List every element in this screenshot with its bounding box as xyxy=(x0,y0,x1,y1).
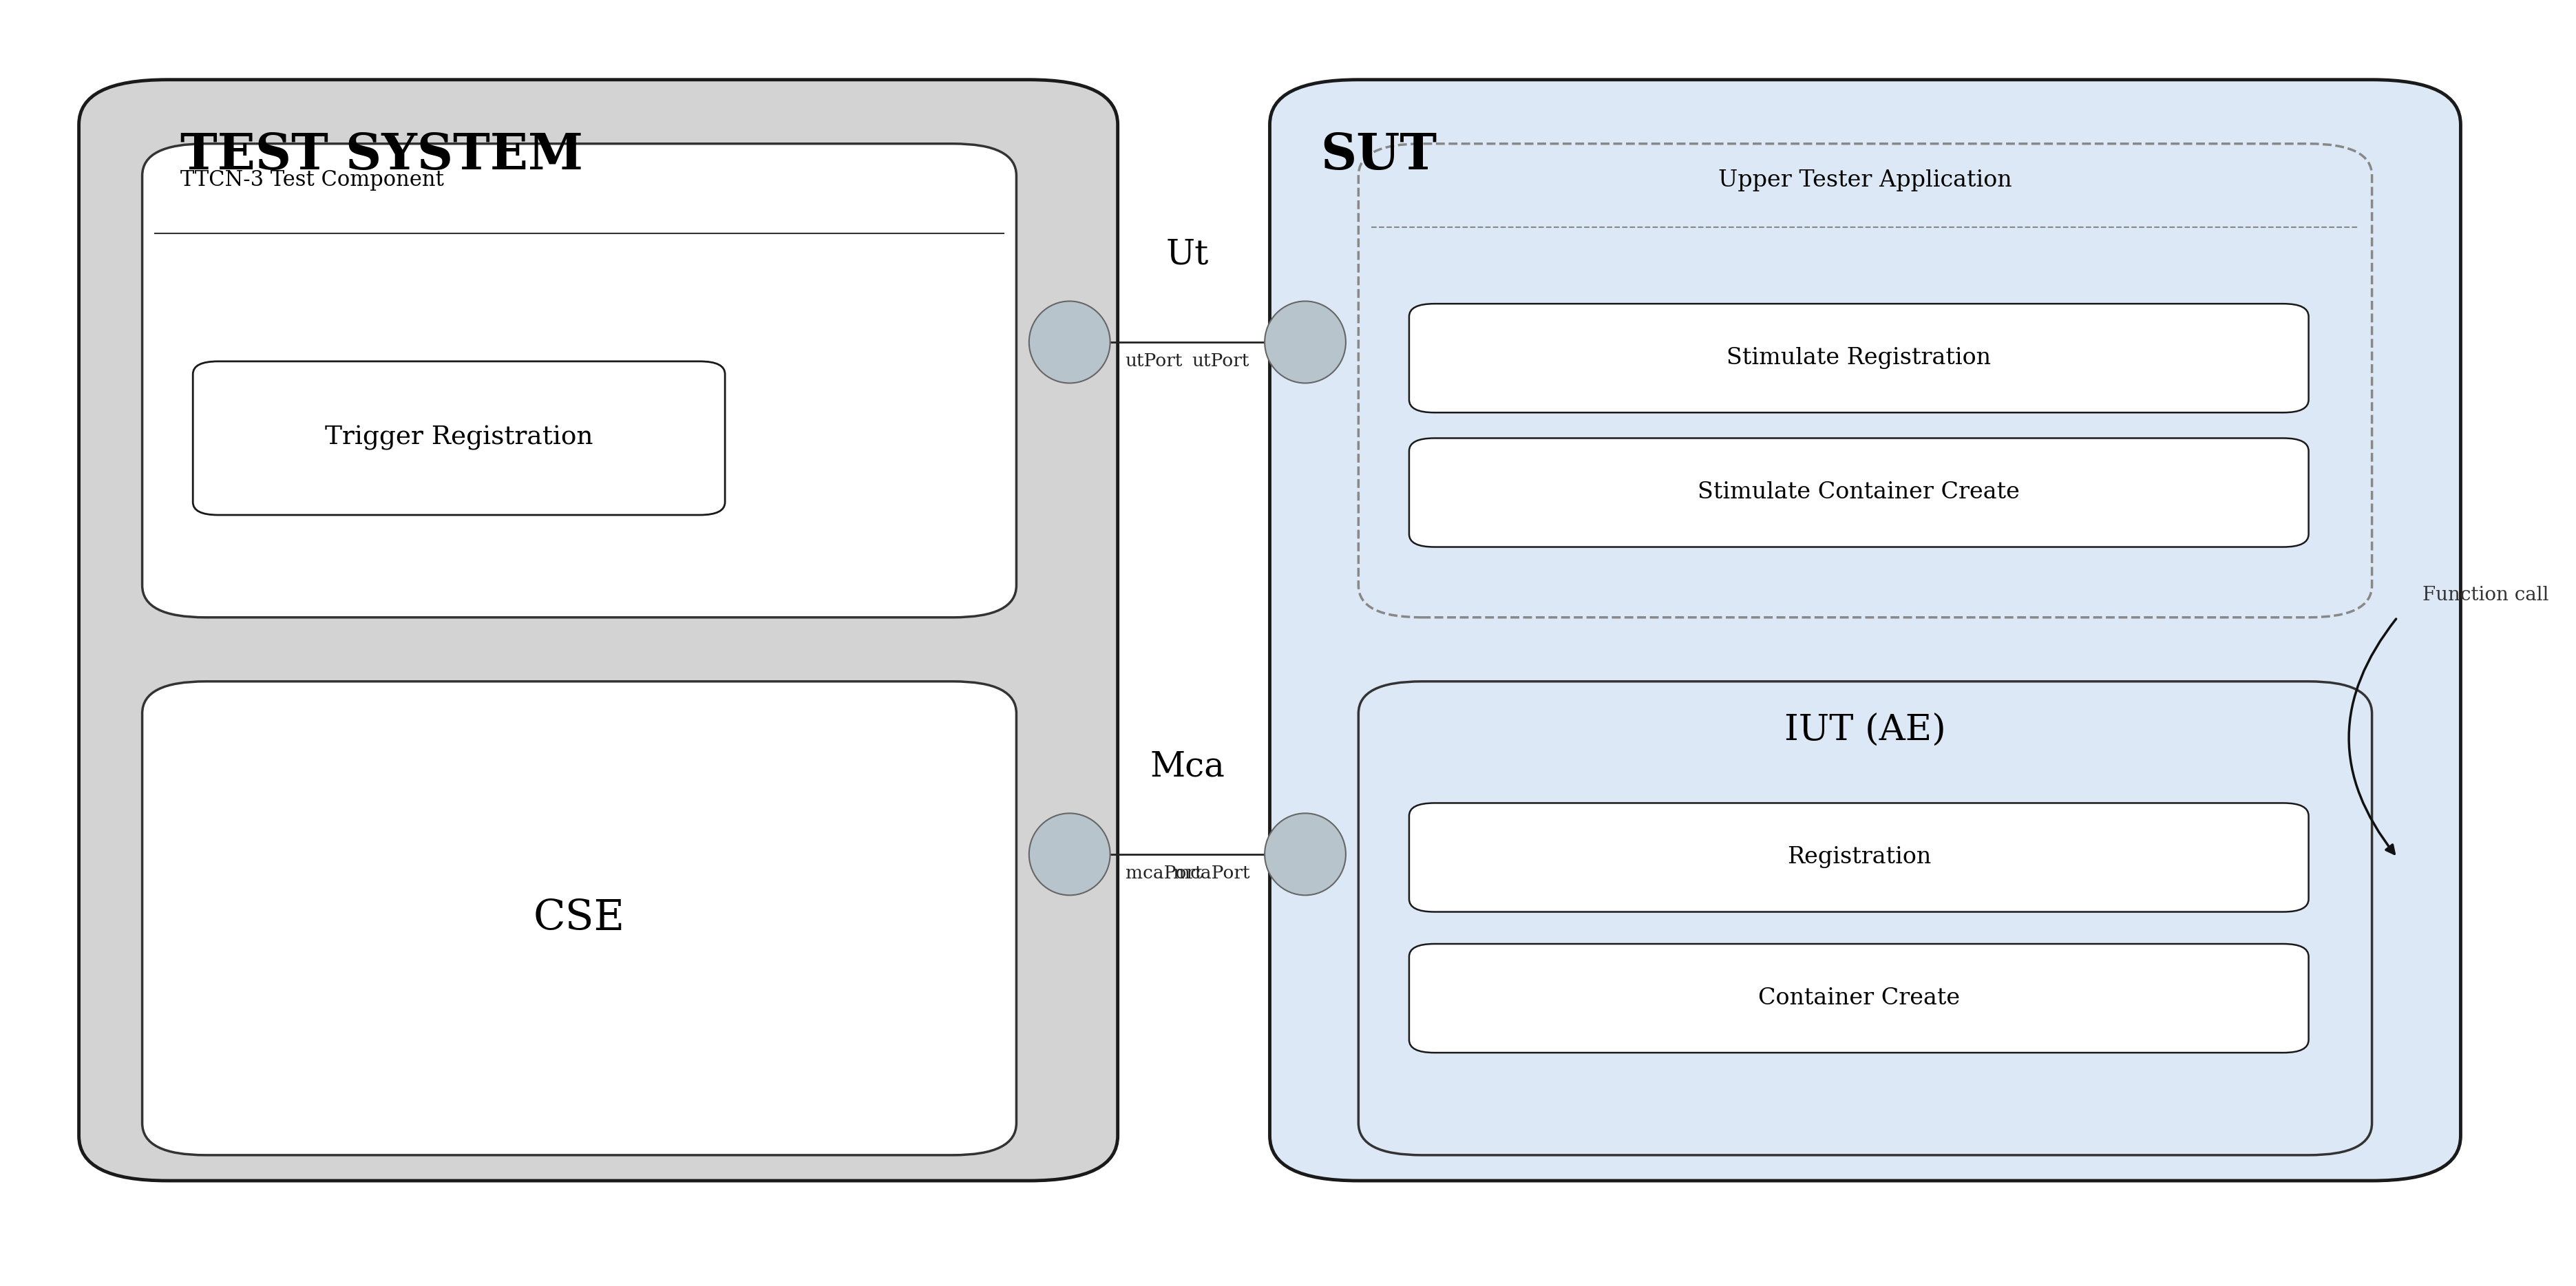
Ellipse shape xyxy=(1265,301,1345,383)
FancyBboxPatch shape xyxy=(1270,80,2460,1181)
FancyBboxPatch shape xyxy=(1409,303,2308,413)
Text: mcaPort: mcaPort xyxy=(1126,864,1203,882)
Text: CSE: CSE xyxy=(533,898,626,939)
Text: TTCN-3 Test Component: TTCN-3 Test Component xyxy=(180,170,443,190)
FancyBboxPatch shape xyxy=(193,361,724,514)
FancyBboxPatch shape xyxy=(1409,439,2308,547)
Text: Stimulate Registration: Stimulate Registration xyxy=(1726,347,1991,369)
Text: Upper Tester Application: Upper Tester Application xyxy=(1718,170,2012,192)
Text: Mca: Mca xyxy=(1149,750,1224,784)
Text: Function call: Function call xyxy=(2421,586,2548,604)
Ellipse shape xyxy=(1028,813,1110,895)
Text: Registration: Registration xyxy=(1788,846,1932,868)
Text: Trigger Registration: Trigger Registration xyxy=(325,426,592,450)
Text: TEST SYSTEM: TEST SYSTEM xyxy=(180,131,582,180)
FancyBboxPatch shape xyxy=(142,682,1018,1155)
FancyBboxPatch shape xyxy=(1358,682,2372,1155)
Text: utPort: utPort xyxy=(1126,352,1182,369)
Text: utPort: utPort xyxy=(1193,352,1249,369)
Text: Stimulate Container Create: Stimulate Container Create xyxy=(1698,481,2020,504)
FancyBboxPatch shape xyxy=(80,80,1118,1181)
FancyBboxPatch shape xyxy=(1358,144,2372,617)
Ellipse shape xyxy=(1028,301,1110,383)
Text: mcaPort: mcaPort xyxy=(1172,864,1249,882)
Ellipse shape xyxy=(1265,813,1345,895)
Text: Ut: Ut xyxy=(1167,238,1208,271)
Text: Container Create: Container Create xyxy=(1757,988,1960,1010)
FancyBboxPatch shape xyxy=(1409,944,2308,1053)
FancyBboxPatch shape xyxy=(142,144,1018,617)
FancyBboxPatch shape xyxy=(1409,802,2308,912)
Text: SUT: SUT xyxy=(1321,131,1437,180)
Text: IUT (AE): IUT (AE) xyxy=(1785,714,1945,748)
